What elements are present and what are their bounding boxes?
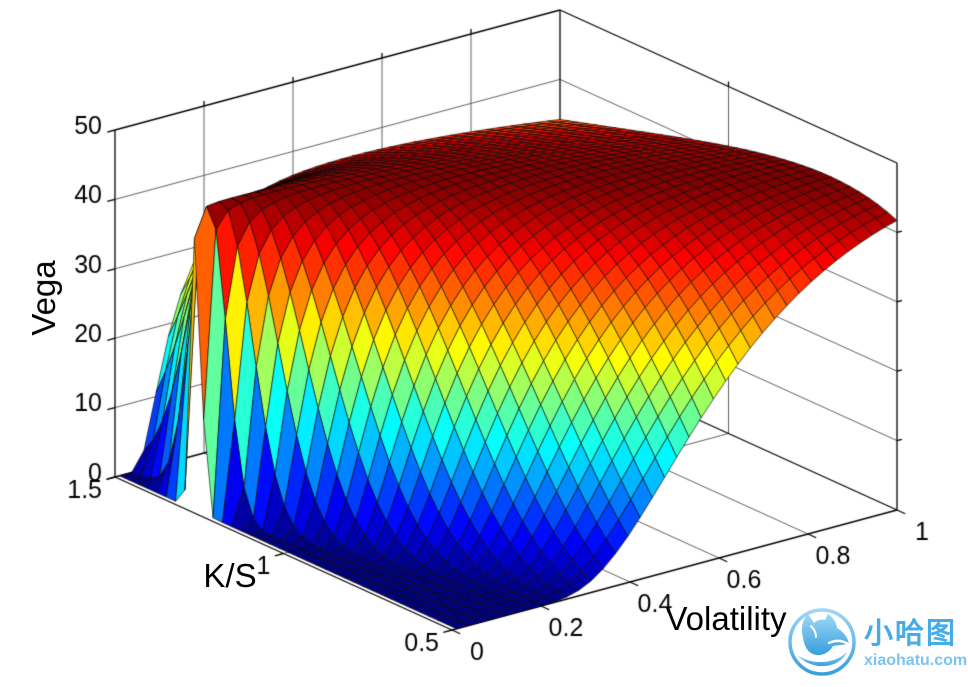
watermark-domain-text: xiaohatu.com xyxy=(864,652,968,669)
watermark-brand-text: 小哈图 xyxy=(864,618,958,650)
xiaohatu-logo-icon xyxy=(786,606,858,683)
watermark: 小哈图 xiaohatu.com xyxy=(786,606,967,683)
y-axis-label: K/S xyxy=(203,557,257,594)
x-axis-label: Volatility xyxy=(665,600,787,637)
z-axis-label: Vega xyxy=(25,260,62,336)
